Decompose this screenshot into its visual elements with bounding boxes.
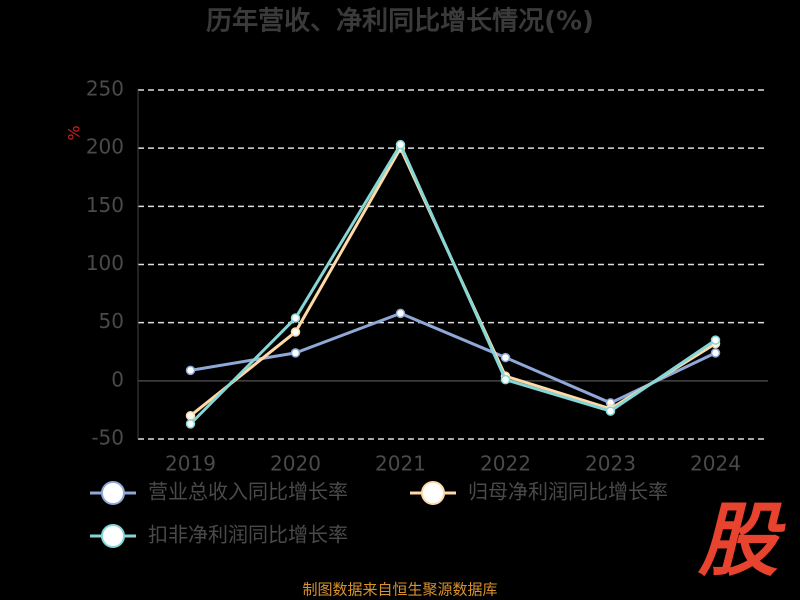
y-tick-label: -50 bbox=[91, 426, 124, 450]
series-line bbox=[190, 311, 717, 405]
y-tick-label: 100 bbox=[86, 251, 124, 275]
legend-swatch bbox=[101, 481, 125, 505]
legend-label: 营业总收入同比增长率 bbox=[148, 480, 348, 504]
data-point bbox=[395, 308, 406, 319]
y-tick-label: 150 bbox=[86, 193, 124, 217]
data-point bbox=[710, 348, 721, 358]
legend-label: 扣非净利润同比增长率 bbox=[148, 523, 348, 547]
data-point bbox=[185, 419, 196, 429]
data-point bbox=[500, 374, 511, 385]
x-tick-label: 2022 bbox=[480, 452, 531, 476]
data-point bbox=[500, 352, 511, 363]
data-point bbox=[290, 348, 301, 358]
y-tick-label: 200 bbox=[86, 135, 124, 159]
x-tick-label: 2024 bbox=[690, 452, 741, 476]
chart-title: 历年营收、净利同比增长情况(%) bbox=[206, 6, 594, 37]
data-point bbox=[395, 139, 406, 150]
x-tick-label: 2023 bbox=[585, 452, 636, 476]
data-point bbox=[185, 410, 196, 421]
y-tick-label: 50 bbox=[99, 309, 124, 333]
legend-label: 归母净利润同比增长率 bbox=[468, 480, 668, 504]
y-tick-label: 250 bbox=[86, 77, 124, 101]
x-tick-label: 2021 bbox=[375, 452, 426, 476]
data-point bbox=[290, 313, 301, 323]
legend-swatch bbox=[101, 524, 125, 548]
x-tick-label: 2020 bbox=[270, 452, 321, 476]
x-tick-label: 2019 bbox=[165, 452, 216, 476]
y-axis-label: % bbox=[65, 125, 84, 140]
logo: 股 bbox=[697, 494, 786, 587]
series-line bbox=[189, 144, 717, 417]
data-point bbox=[185, 365, 196, 376]
legend-swatch bbox=[421, 481, 445, 505]
source-note: 制图数据来自恒生聚源数据库 bbox=[302, 581, 497, 599]
data-point bbox=[710, 335, 721, 345]
y-tick-label: 0 bbox=[111, 367, 124, 391]
data-point bbox=[290, 327, 301, 337]
data-point bbox=[605, 406, 616, 416]
series-line bbox=[189, 141, 717, 425]
